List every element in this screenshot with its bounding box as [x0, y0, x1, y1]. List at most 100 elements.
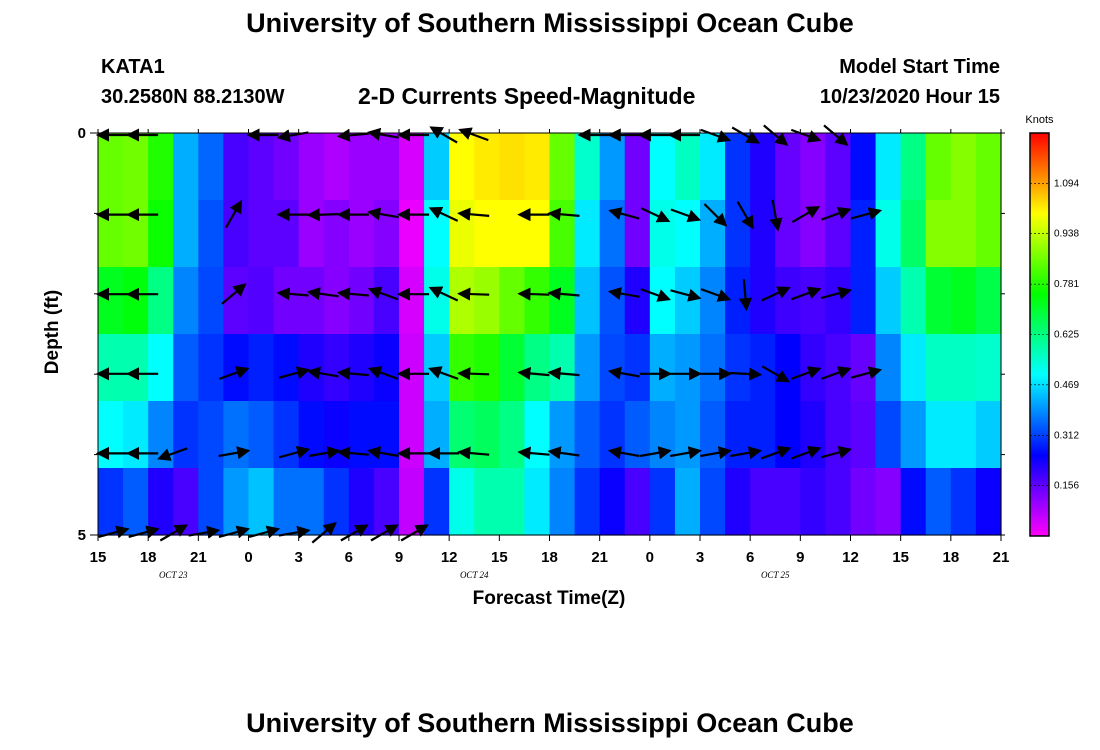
heatmap-cell [474, 133, 500, 201]
heatmap-cell [449, 133, 475, 201]
heatmap-cell [148, 267, 174, 335]
heatmap-cell [599, 200, 626, 268]
heatmap-cell [348, 468, 375, 536]
heatmap-cell [875, 334, 902, 402]
heatmap-cell [373, 401, 400, 469]
heatmap-cell [950, 133, 977, 201]
heatmap-cell [549, 401, 576, 469]
x-tick-label: 15 [892, 549, 909, 566]
heatmap-cell [950, 200, 977, 268]
current-vector [457, 287, 490, 301]
x-tick-label: 18 [942, 549, 959, 566]
current-vector [736, 201, 754, 230]
current-vector [730, 367, 763, 381]
heatmap-cell [223, 267, 250, 335]
heatmap-cell [399, 401, 425, 469]
current-vector [670, 288, 702, 302]
current-vector [760, 445, 792, 460]
current-vector [457, 367, 490, 381]
heatmap-cell [800, 334, 827, 402]
date-label: OCT 25 [761, 570, 790, 580]
heatmap-cell [323, 267, 350, 335]
heatmap-cell [524, 401, 551, 469]
heatmap-cell [449, 200, 475, 268]
current-vector [367, 286, 399, 301]
heatmap-cell [348, 334, 375, 402]
heatmap-cell [925, 267, 952, 335]
heatmap-cell [198, 267, 225, 335]
heatmap-cell [198, 468, 225, 536]
colorbar-title: Knots [1025, 114, 1054, 126]
heatmap-cell [624, 133, 651, 201]
heatmap-cell [223, 468, 250, 536]
heatmap-cell [850, 200, 877, 268]
heatmap-cell [424, 267, 450, 335]
heatmap-cell [248, 267, 275, 335]
current-vector [308, 446, 341, 460]
heatmap-cell [674, 267, 701, 335]
y-axis-label: Depth (ft) [42, 290, 63, 374]
heatmap-cell [123, 401, 149, 469]
heatmap-cell [298, 200, 325, 268]
heatmap-cell [323, 200, 350, 268]
current-vector [428, 366, 459, 380]
heatmap-cell [348, 267, 375, 335]
heatmap-cell [223, 133, 250, 201]
heatmap-cell [875, 468, 902, 536]
current-vector [547, 207, 580, 221]
current-vector [219, 366, 250, 380]
heatmap-cell [800, 401, 827, 469]
heatmap-cell [700, 200, 726, 268]
current-vector [336, 446, 369, 460]
heatmap-cell [499, 334, 526, 402]
current-vector [820, 445, 853, 459]
heatmap-cell [248, 133, 275, 201]
x-tick-label: 18 [541, 549, 558, 566]
current-vector [517, 446, 550, 460]
heatmap-cell [499, 133, 526, 201]
heatmap-cell [98, 267, 124, 335]
current-vector [367, 446, 399, 460]
heatmap-cell [825, 334, 852, 402]
heatmap-cell [298, 401, 325, 469]
heatmap-cell [173, 334, 199, 402]
product-title: 2-D Currents Speed-Magnitude [358, 83, 696, 109]
heatmap-cell [424, 334, 450, 402]
current-vector [336, 287, 369, 301]
x-tick-label: 9 [395, 549, 403, 566]
main-title: University of Southern Mississippi Ocean… [246, 8, 854, 38]
heatmap-cell [198, 133, 225, 201]
heatmap-cell [574, 468, 601, 536]
heatmap-cell [323, 133, 350, 201]
current-vector [547, 366, 580, 381]
current-vector [850, 207, 883, 220]
x-tick-label: 18 [140, 549, 157, 566]
heatmap-cell [975, 200, 1002, 268]
heatmap-cell [98, 401, 124, 469]
heatmap-cell [248, 200, 275, 268]
date-label: OCT 23 [159, 570, 188, 580]
heatmap-cell [700, 334, 726, 402]
current-vector [790, 128, 822, 143]
heatmap-cell [223, 401, 250, 469]
heatmap-cell [925, 200, 952, 268]
heatmap-cell [298, 267, 325, 335]
heatmap-cell [775, 401, 801, 469]
heatmap-cell [399, 133, 425, 201]
heatmap-cell [273, 267, 300, 335]
heatmap-cell [499, 401, 526, 469]
x-tick-label: 15 [90, 549, 107, 566]
heatmap-cell [148, 200, 174, 268]
heatmap-cell [975, 334, 1002, 402]
heatmap-cell [524, 267, 551, 335]
y-axis: 05 [78, 125, 1005, 544]
current-vector [731, 126, 761, 144]
current-vector [607, 446, 640, 460]
heatmap-cell [775, 200, 801, 268]
heatmap-cell [725, 334, 751, 402]
heatmap-cell [198, 334, 225, 402]
heatmap-cell [950, 401, 977, 469]
current-vector [607, 287, 640, 301]
heatmap-cell [323, 334, 350, 402]
heatmap-cell [123, 468, 149, 536]
